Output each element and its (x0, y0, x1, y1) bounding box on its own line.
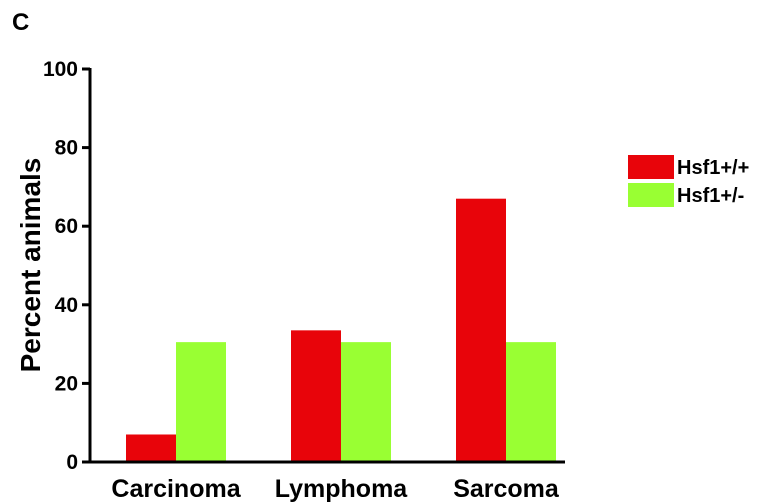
x-tick-label-carcinoma: Carcinoma (111, 475, 241, 503)
y-axis-label: Percent animals (15, 158, 46, 373)
y-ticks-group: 0 20 40 60 80 100 (43, 58, 90, 474)
y-tick-label-40: 40 (55, 294, 78, 317)
bars-group (126, 198, 556, 462)
bar-lymphoma-series-2 (341, 342, 391, 462)
axes-group (88, 68, 565, 464)
bar-lymphoma-series-1 (291, 330, 341, 462)
y-tick-label-60: 60 (55, 215, 78, 238)
y-tick-label-80: 80 (55, 137, 78, 160)
y-tick-label-100: 100 (43, 58, 78, 81)
legend-swatch-2 (628, 183, 674, 207)
legend: Hsf1+/+ Hsf1+/- (628, 155, 749, 207)
legend-swatch-1 (628, 155, 674, 179)
legend-label-1: Hsf1+/+ (677, 157, 749, 179)
bar-sarcoma-series-2 (506, 342, 556, 462)
x-tick-label-sarcoma: Sarcoma (453, 475, 560, 503)
legend-label-2: Hsf1+/- (677, 185, 744, 207)
panel-label: C (12, 9, 29, 36)
bar-sarcoma-series-1 (456, 198, 506, 462)
y-tick-label-0: 0 (66, 451, 78, 474)
x-tick-label-lymphoma: Lymphoma (275, 475, 409, 503)
bar-carcinoma-series-2 (176, 342, 226, 462)
x-labels-group: Carcinoma Lymphoma Sarcoma (111, 475, 560, 503)
y-tick-label-20: 20 (55, 372, 78, 395)
bar-carcinoma-series-1 (126, 434, 176, 462)
